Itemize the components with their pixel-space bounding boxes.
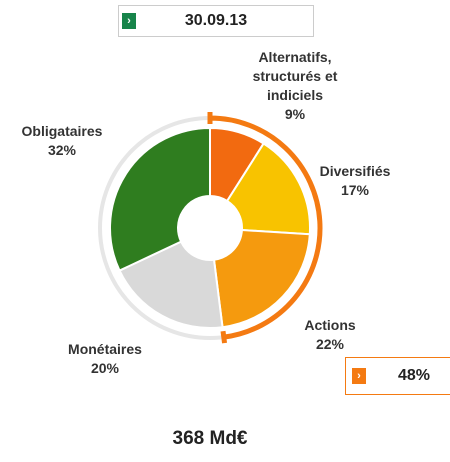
pie-slice — [225, 142, 311, 236]
category-label: Obligataires — [21, 123, 103, 139]
value-label: 32% — [47, 142, 77, 158]
value-label: 9% — [284, 106, 306, 122]
group-box: › 48% — [345, 357, 450, 395]
group-icon[interactable]: › — [352, 368, 366, 384]
pie-slice — [109, 126, 211, 272]
group-arc — [207, 112, 323, 344]
date: 30.09.13 — [184, 12, 248, 29]
pie-slice — [118, 240, 224, 329]
value-label: 22% — [315, 336, 345, 352]
value-label: 17% — [340, 182, 370, 198]
date-box: › 30.09.13 — [118, 5, 314, 37]
category-label: Actions — [304, 317, 356, 333]
date-icon[interactable]: › — [122, 13, 136, 29]
category-label: Monétaires — [68, 341, 142, 357]
value-label: 20% — [90, 360, 120, 376]
category-label: Diversifiés — [319, 163, 391, 179]
category-label: Alternatifs, structurés et indiciels — [252, 49, 338, 103]
group-total-label: 48% — [398, 367, 431, 384]
pie-slice — [212, 228, 311, 329]
total: 368 Md€ — [172, 428, 248, 449]
